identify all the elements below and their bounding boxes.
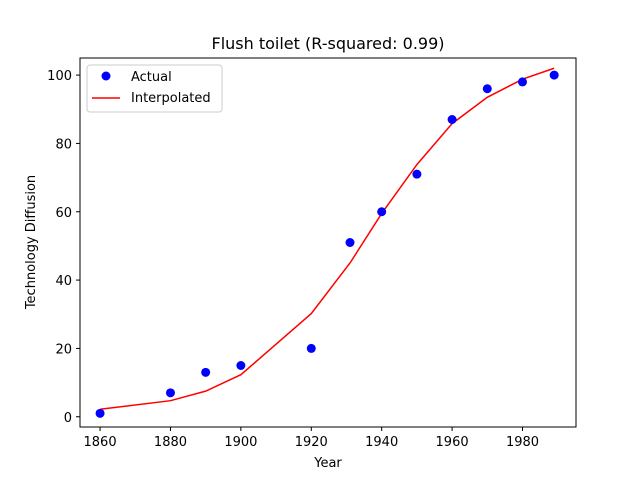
x-tick-label: 1900: [224, 435, 257, 450]
x-tick-label: 1920: [295, 435, 328, 450]
x-tick-label: 1940: [365, 435, 398, 450]
x-tick-label: 1860: [84, 435, 117, 450]
data-point-actual: [236, 361, 246, 370]
data-point-actual: [447, 115, 457, 124]
y-tick-label: 20: [55, 342, 72, 357]
data-point-actual: [377, 207, 387, 217]
data-point-actual: [482, 84, 492, 94]
plot-frame: [79, 57, 577, 428]
data-point-actual: [95, 408, 105, 418]
series-line-interpolated: [99, 67, 555, 410]
data-point-actual: [201, 367, 211, 377]
legend-label-interpolated: Interpolated: [131, 91, 211, 106]
data-point-actual: [306, 343, 316, 353]
x-tick-label: 1960: [436, 435, 469, 450]
data-point-actual: [345, 238, 355, 247]
y-axis-label: Technology Diffusion: [24, 175, 39, 310]
x-axis-label: Year: [313, 456, 342, 471]
x-tick-label: 1980: [506, 435, 539, 450]
legend-label-actual: Actual: [131, 70, 172, 85]
legend: Actual Interpolated: [86, 64, 223, 113]
legend-marker-actual: [101, 71, 111, 81]
data-point-actual: [549, 70, 559, 80]
y-tick-label: 80: [55, 137, 72, 152]
x-axis: 1860 1880 1900 1920 1940 1960 1980: [84, 427, 539, 450]
y-tick-label: 0: [64, 411, 72, 426]
y-tick-label: 40: [55, 274, 72, 289]
chart-title: Flush toilet (R-squared: 0.99): [212, 34, 445, 53]
data-point-actual: [165, 388, 175, 398]
y-tick-label: 100: [47, 69, 72, 84]
legend-box: [86, 64, 223, 113]
y-axis: 0 20 40 60 80 100: [47, 69, 80, 426]
data-point-actual: [517, 77, 527, 87]
y-tick-label: 60: [55, 206, 72, 221]
x-tick-label: 1880: [154, 435, 187, 450]
data-point-actual: [412, 169, 422, 179]
